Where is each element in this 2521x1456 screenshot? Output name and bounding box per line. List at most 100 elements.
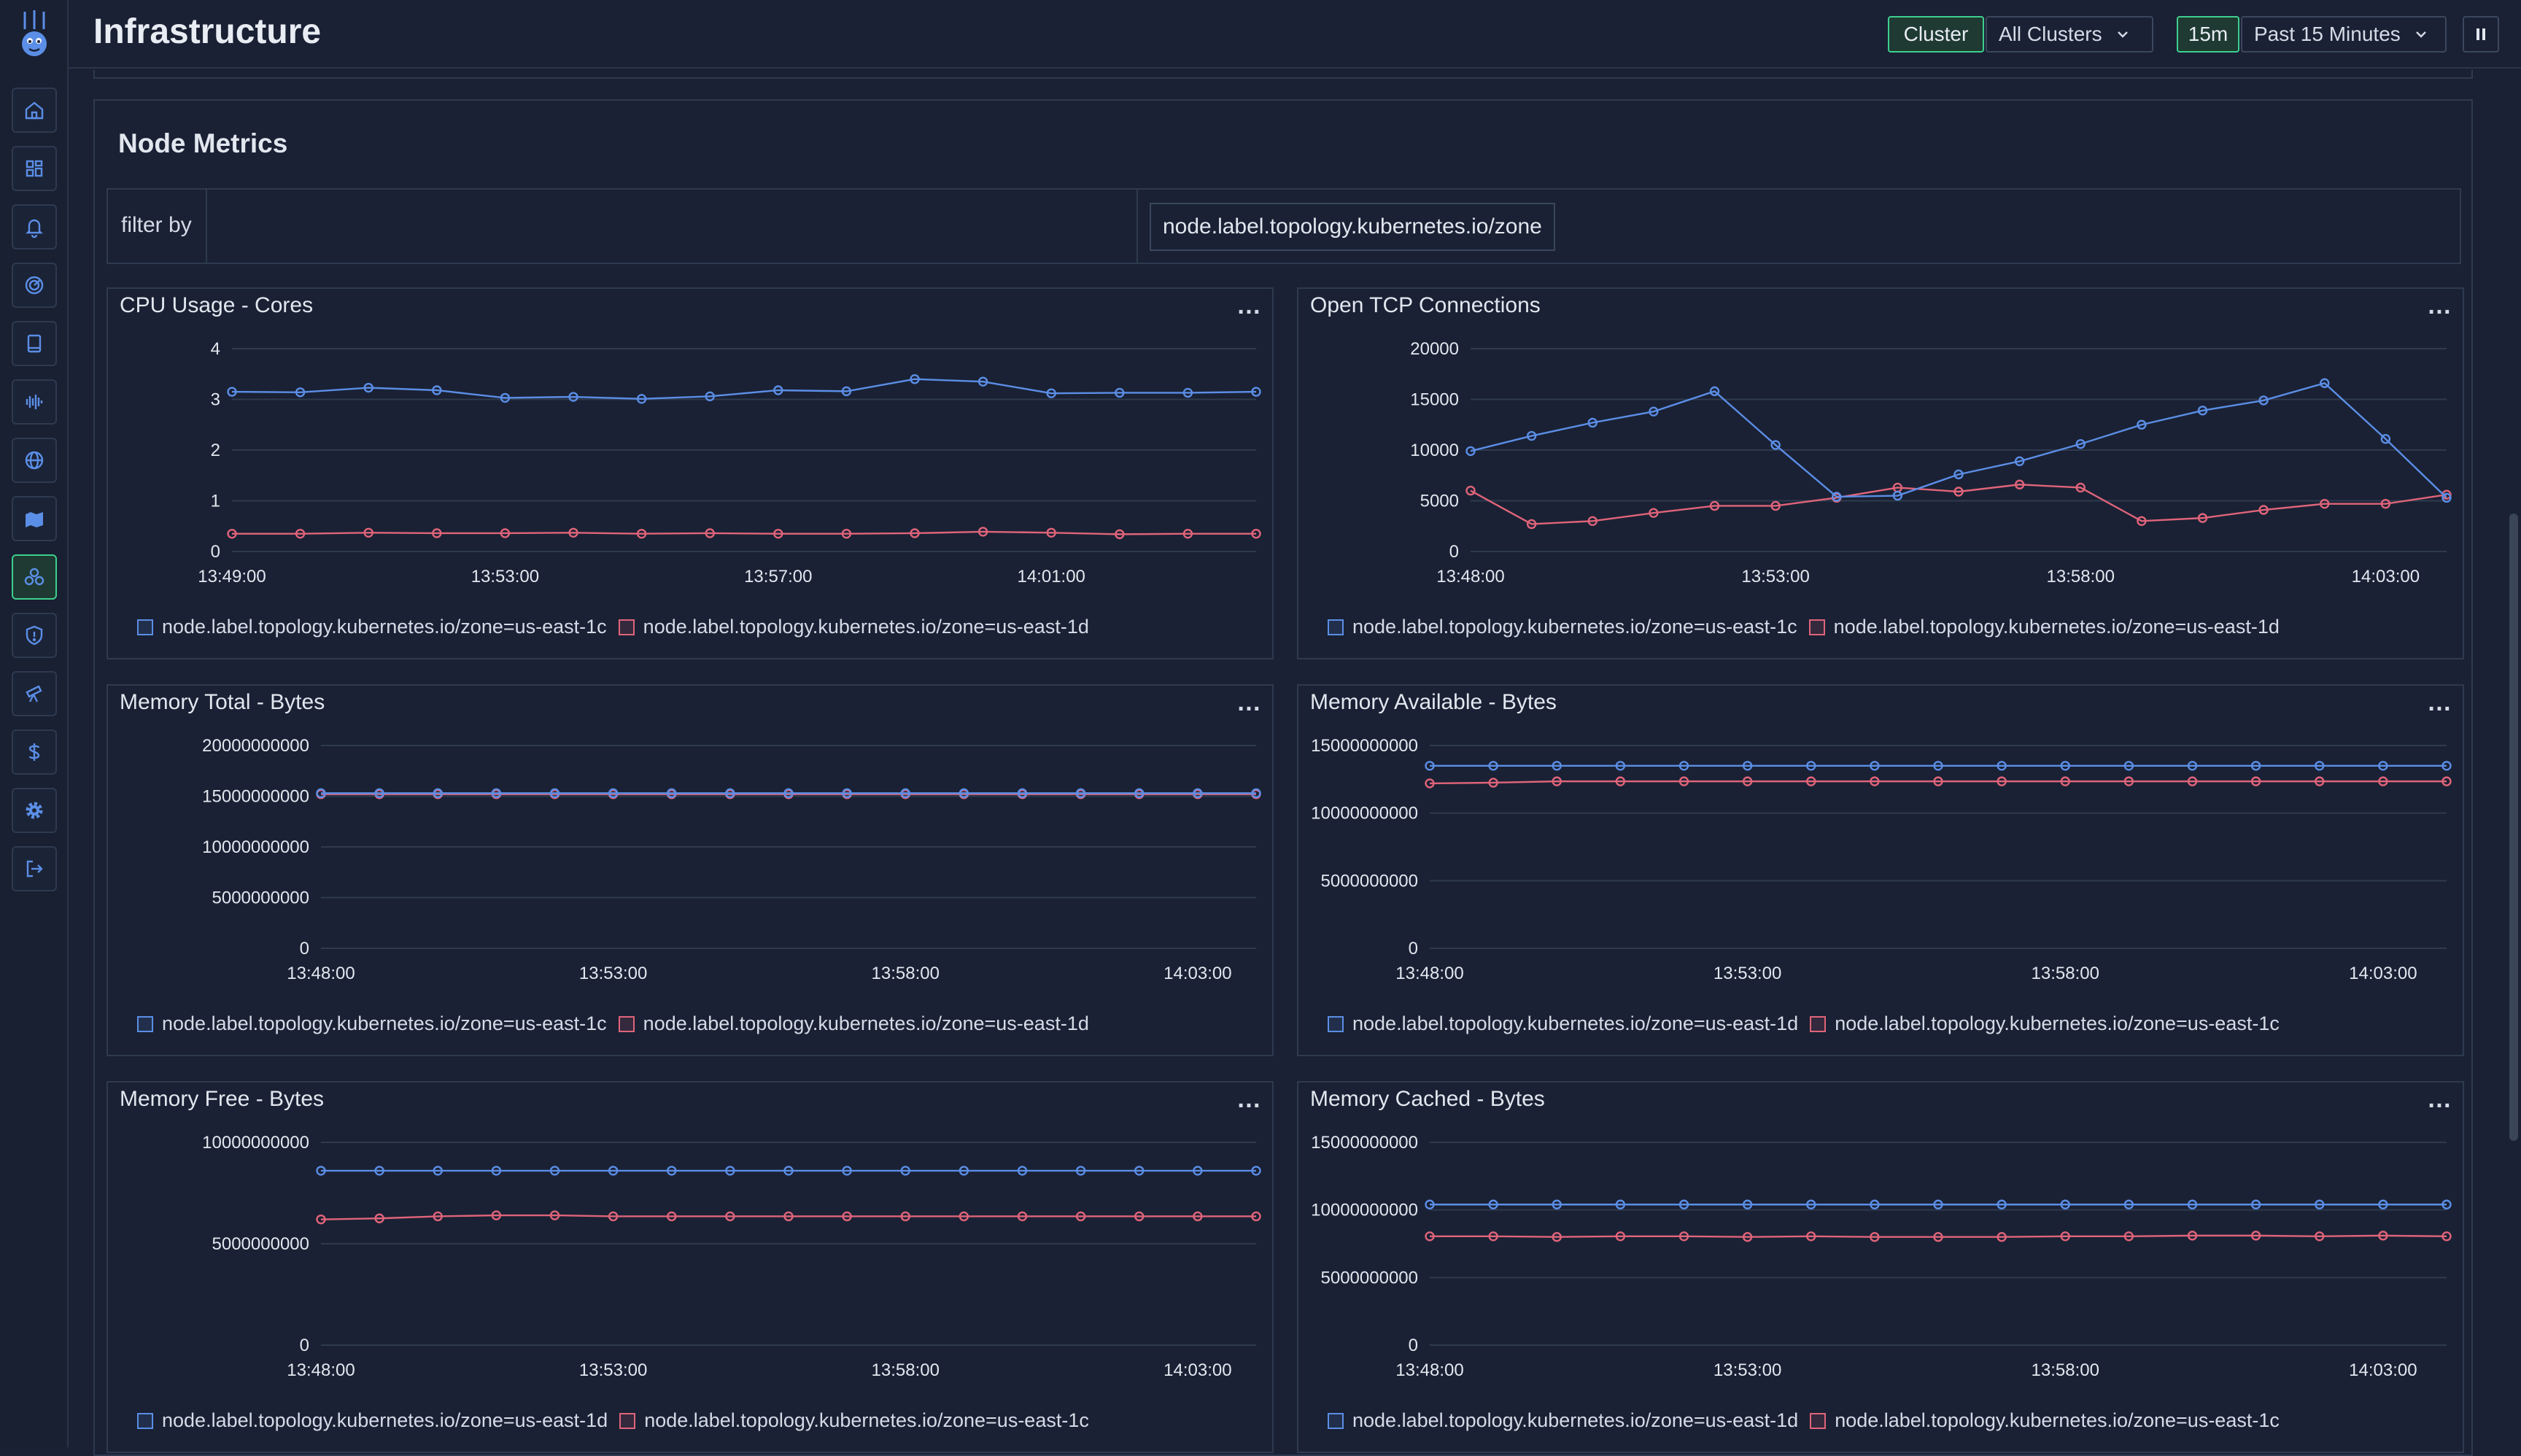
filter-divider — [1136, 190, 1138, 263]
chevron-down-icon — [2415, 31, 2426, 38]
data-point — [433, 1211, 443, 1222]
legend-item[interactable]: node.label.topology.kubernetes.io/zone=u… — [137, 1012, 607, 1035]
legend-item[interactable]: node.label.topology.kubernetes.io/zone=u… — [619, 1409, 1089, 1432]
legend-item[interactable]: node.label.topology.kubernetes.io/zone=u… — [1328, 616, 1797, 638]
nav-alerts[interactable] — [12, 204, 57, 249]
data-point — [1193, 788, 1203, 799]
legend-swatch — [1328, 1015, 1344, 1032]
data-point — [773, 528, 783, 539]
more-options-icon[interactable]: … — [1236, 689, 1262, 716]
data-point — [773, 385, 783, 395]
data-point — [959, 1211, 969, 1222]
data-point — [2250, 776, 2261, 786]
gear-icon — [26, 802, 43, 819]
pause-button[interactable] — [2463, 16, 2499, 53]
y-tick-label: 5000000000 — [212, 1234, 309, 1254]
nav-security[interactable] — [12, 613, 57, 658]
chart-card: 0 5000000000 10000000000 15000000000 13:48:0… — [1297, 684, 2464, 1056]
data-point — [2320, 498, 2330, 509]
more-options-icon[interactable]: … — [2427, 689, 2452, 716]
data-point — [2060, 776, 2070, 786]
app-logo-icon[interactable] — [15, 9, 54, 60]
data-point — [374, 788, 384, 799]
nav-docs[interactable] — [12, 321, 57, 366]
data-point — [1615, 1231, 1626, 1242]
more-options-icon[interactable]: … — [1236, 292, 1262, 320]
data-point — [2123, 1199, 2134, 1209]
time-range-select[interactable]: Past 15 Minutes — [2241, 16, 2447, 53]
data-point — [2441, 492, 2452, 503]
nav-network[interactable] — [12, 438, 57, 483]
nav-dashboards[interactable] — [12, 146, 57, 191]
more-options-icon[interactable]: … — [1236, 1085, 1262, 1113]
filter-chip[interactable]: node.label.topology.kubernetes.io/zone — [1150, 203, 1555, 251]
more-options-icon[interactable]: … — [2427, 1085, 2452, 1113]
nav-monitoring[interactable] — [12, 263, 57, 308]
chart-title: Memory Cached - Bytes — [1310, 1087, 1545, 1111]
time-short-label[interactable]: 15m — [2177, 16, 2239, 53]
y-tick-label: 0 — [300, 1336, 309, 1355]
data-point — [295, 387, 306, 398]
x-tick-label: 13:53:00 — [1741, 567, 1809, 586]
legend-item[interactable]: node.label.topology.kubernetes.io/zone=u… — [1328, 1012, 1798, 1035]
y-tick-label: 5000000000 — [1321, 1268, 1418, 1287]
data-point — [2378, 1199, 2388, 1209]
data-point — [1870, 761, 1880, 771]
data-point — [783, 1211, 794, 1222]
nav-explore[interactable] — [12, 671, 57, 716]
legend-item[interactable]: node.label.topology.kubernetes.io/zone=u… — [137, 1409, 608, 1432]
data-point — [1678, 776, 1689, 786]
nav-settings[interactable] — [12, 788, 57, 833]
data-point — [2187, 776, 2198, 786]
y-tick-label: 0 — [300, 939, 309, 959]
data-point — [549, 1210, 560, 1220]
legend-item[interactable]: node.label.topology.kubernetes.io/zone=u… — [137, 616, 607, 638]
map-icon — [26, 512, 43, 527]
filter-divider — [206, 190, 207, 263]
data-point — [2380, 434, 2391, 444]
legend-item[interactable]: node.label.topology.kubernetes.io/zone=u… — [1328, 1409, 1798, 1432]
y-tick-label: 15000000000 — [202, 787, 309, 807]
data-point — [842, 1211, 852, 1222]
data-point — [1425, 1231, 1435, 1242]
cluster-select[interactable]: All Clusters — [1986, 16, 2153, 53]
data-point — [2378, 1231, 2388, 1241]
data-point — [2315, 761, 2325, 771]
data-point — [900, 1211, 910, 1222]
scrollbar[interactable] — [2505, 69, 2521, 1447]
data-point — [227, 528, 237, 539]
data-point — [433, 1166, 443, 1176]
data-point — [1892, 490, 1903, 501]
nav-home[interactable] — [12, 88, 57, 133]
more-options-icon[interactable]: … — [2427, 292, 2452, 320]
nav-infrastructure[interactable] — [12, 554, 57, 600]
nav-billing[interactable] — [12, 729, 57, 775]
x-tick-label: 13:48:00 — [287, 1360, 355, 1380]
data-point — [2014, 479, 2025, 489]
data-point — [1182, 387, 1193, 398]
legend-item[interactable]: node.label.topology.kubernetes.io/zone=u… — [1810, 1409, 2280, 1432]
legend-label: node.label.topology.kubernetes.io/zone=u… — [162, 1012, 607, 1034]
legend-item[interactable]: node.label.topology.kubernetes.io/zone=u… — [1808, 616, 2280, 638]
chart-title: Memory Total - Bytes — [120, 690, 325, 714]
data-point — [2380, 498, 2391, 509]
nav-map[interactable] — [12, 496, 57, 541]
x-tick-label: 13:53:00 — [579, 1360, 647, 1380]
data-point — [374, 1166, 384, 1176]
legend-item[interactable]: node.label.topology.kubernetes.io/zone=u… — [1810, 1012, 2280, 1035]
legend-item[interactable]: node.label.topology.kubernetes.io/zone=u… — [618, 1012, 1089, 1035]
scrollbar-thumb[interactable] — [2509, 514, 2518, 1141]
data-point — [1709, 500, 1720, 511]
legend-item[interactable]: node.label.topology.kubernetes.io/zone=u… — [618, 616, 1089, 638]
nav-logout[interactable] — [12, 846, 57, 891]
x-tick-label: 14:03:00 — [2349, 964, 2417, 983]
data-point — [1017, 1166, 1028, 1176]
nav-logs[interactable] — [12, 379, 57, 425]
data-point — [608, 1166, 619, 1176]
data-point — [2258, 505, 2269, 515]
data-point — [2187, 1199, 2198, 1209]
data-point — [1488, 778, 1498, 788]
legend-swatch — [618, 1015, 635, 1032]
data-point — [2137, 516, 2147, 526]
book-icon — [27, 334, 42, 353]
